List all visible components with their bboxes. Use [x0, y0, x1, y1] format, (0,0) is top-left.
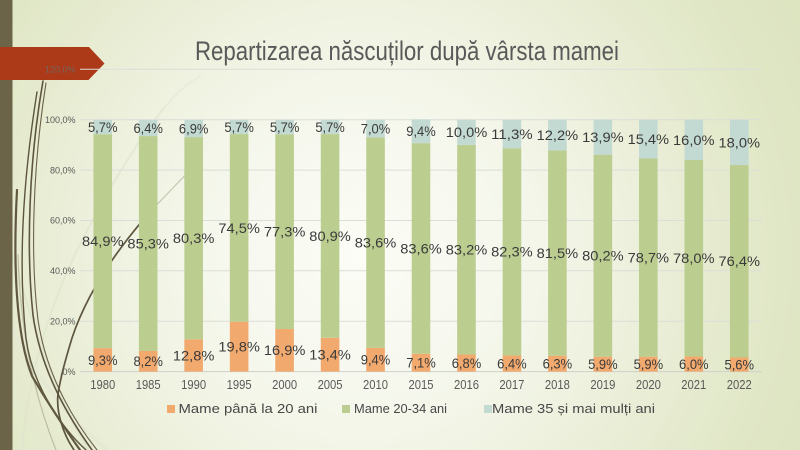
svg-text:1980: 1980 [90, 378, 115, 392]
svg-text:6,3%: 6,3% [543, 357, 573, 372]
svg-text:2017: 2017 [499, 378, 524, 392]
svg-text:13,9%: 13,9% [582, 130, 624, 145]
svg-text:5,7%: 5,7% [224, 120, 254, 135]
svg-text:16,0%: 16,0% [673, 133, 715, 148]
svg-text:74,5%: 74,5% [218, 221, 260, 236]
svg-text:16,9%: 16,9% [264, 343, 306, 358]
svg-text:2005: 2005 [318, 378, 343, 392]
svg-text:9,4%: 9,4% [406, 124, 436, 139]
svg-text:83,6%: 83,6% [355, 236, 397, 251]
svg-text:5,9%: 5,9% [588, 357, 618, 372]
svg-text:Repartizarea născuților după v: Repartizarea născuților după vârsta mame… [195, 36, 619, 66]
svg-text:Mame 20-34 ani: Mame 20-34 ani [354, 401, 447, 416]
svg-text:9,4%: 9,4% [361, 353, 391, 368]
svg-text:18,0%: 18,0% [719, 135, 761, 150]
svg-text:40,0%: 40,0% [50, 266, 76, 276]
svg-text:6,4%: 6,4% [497, 356, 527, 371]
svg-text:6,8%: 6,8% [452, 356, 482, 371]
svg-text:76,4%: 76,4% [719, 254, 761, 269]
svg-text:11,3%: 11,3% [491, 127, 533, 142]
svg-text:7,0%: 7,0% [361, 121, 391, 136]
svg-text:2018: 2018 [545, 378, 570, 392]
svg-text:84,9%: 84,9% [82, 234, 124, 249]
svg-text:82,3%: 82,3% [491, 245, 533, 260]
svg-text:20,0%: 20,0% [50, 316, 76, 326]
svg-text:83,2%: 83,2% [446, 243, 488, 258]
svg-text:80,3%: 80,3% [173, 231, 215, 246]
svg-text:6,0%: 6,0% [679, 357, 709, 372]
svg-text:,0%: ,0% [60, 367, 76, 377]
svg-text:7,1%: 7,1% [406, 356, 436, 371]
svg-text:2000: 2000 [272, 378, 297, 392]
svg-text:5,6%: 5,6% [725, 357, 755, 372]
svg-text:78,0%: 78,0% [673, 251, 715, 266]
svg-text:5,9%: 5,9% [634, 357, 664, 372]
svg-text:83,6%: 83,6% [400, 241, 442, 256]
svg-text:1990: 1990 [181, 378, 206, 392]
svg-text:85,3%: 85,3% [127, 236, 169, 251]
svg-text:Mame 35 și mai mulți ani: Mame 35 și mai mulți ani [492, 401, 655, 416]
svg-text:77,3%: 77,3% [264, 225, 306, 240]
svg-text:120,0%: 120,0% [45, 65, 76, 75]
svg-text:5,7%: 5,7% [270, 120, 300, 135]
svg-text:2019: 2019 [590, 378, 615, 392]
svg-text:2010: 2010 [363, 378, 388, 392]
svg-text:Mame până la 20 ani: Mame până la 20 ani [179, 401, 318, 416]
svg-text:2015: 2015 [409, 378, 434, 392]
svg-text:6,4%: 6,4% [133, 121, 163, 136]
svg-text:80,9%: 80,9% [309, 229, 351, 244]
svg-text:13,4%: 13,4% [309, 348, 351, 363]
svg-text:9,3%: 9,3% [88, 353, 118, 368]
svg-text:2021: 2021 [681, 378, 706, 392]
svg-text:1985: 1985 [136, 378, 161, 392]
svg-text:12,8%: 12,8% [173, 348, 215, 363]
svg-text:81,5%: 81,5% [537, 246, 579, 261]
svg-text:1995: 1995 [227, 378, 252, 392]
svg-text:2022: 2022 [727, 378, 752, 392]
svg-text:15,4%: 15,4% [628, 132, 670, 147]
svg-text:100,0%: 100,0% [45, 115, 76, 125]
svg-text:78,7%: 78,7% [628, 251, 670, 266]
svg-text:5,7%: 5,7% [88, 120, 118, 135]
svg-text:6,9%: 6,9% [179, 121, 209, 136]
svg-text:80,2%: 80,2% [582, 249, 624, 264]
svg-text:10,0%: 10,0% [446, 125, 488, 140]
svg-text:5,7%: 5,7% [315, 120, 345, 135]
svg-text:19,8%: 19,8% [218, 340, 260, 355]
svg-text:80,0%: 80,0% [50, 165, 76, 175]
svg-text:2020: 2020 [636, 378, 661, 392]
svg-text:8,2%: 8,2% [133, 354, 163, 369]
svg-text:2016: 2016 [454, 378, 479, 392]
svg-text:60,0%: 60,0% [50, 216, 76, 226]
svg-text:12,2%: 12,2% [537, 128, 579, 143]
